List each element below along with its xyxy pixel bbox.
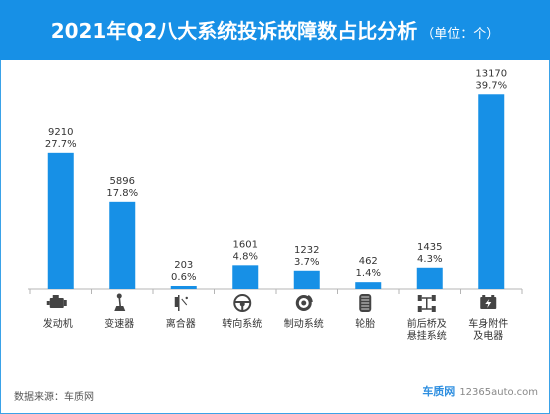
category-label: 制动系统 <box>284 317 324 330</box>
category-label: 发动机 <box>43 317 73 330</box>
category-label: 变速器 <box>104 317 134 330</box>
gear-shifter-icon <box>114 293 126 311</box>
value-label: 9210 <box>48 127 73 138</box>
data-source: 数据来源：车质网 <box>14 392 94 403</box>
value-label: 462 <box>359 256 378 267</box>
category-label: 车身附件 <box>468 317 508 330</box>
bar-1[interactable] <box>47 152 74 289</box>
value-label: 13170 <box>475 68 507 79</box>
percent-label: 1.4% <box>356 268 381 279</box>
brand-watermark: 车质网 12365auto.com <box>422 383 538 399</box>
percent-label: 39.7% <box>475 80 507 91</box>
percent-label: 0.6% <box>171 272 196 283</box>
brand-site: 12365auto.com <box>459 387 538 398</box>
bar-4[interactable] <box>232 265 259 289</box>
value-label: 5896 <box>110 176 135 187</box>
category-label: 转向系统 <box>222 317 262 330</box>
title-banner <box>0 0 550 60</box>
steering-wheel-icon <box>233 294 252 312</box>
unit-label: （单位：个） <box>421 27 500 42</box>
bar-5[interactable] <box>293 270 320 289</box>
clutch-pedal-icon <box>174 295 188 311</box>
bar-6[interactable] <box>355 282 382 289</box>
percent-label: 4.8% <box>233 251 258 262</box>
brand-name: 车质网 <box>422 385 456 398</box>
percent-label: 4.3% <box>417 254 442 265</box>
category-label: 离合器 <box>166 317 196 330</box>
chart-title-text: 2021年Q2八大系统投诉故障数占比分析 <box>50 19 418 43</box>
percent-label: 17.8% <box>106 188 138 199</box>
value-label: 1232 <box>294 245 319 256</box>
bar-3[interactable] <box>170 285 197 289</box>
brake-disc-icon <box>295 295 313 311</box>
battery-icon <box>480 295 497 309</box>
tire-icon <box>359 294 372 312</box>
bar-7[interactable] <box>416 267 443 289</box>
engine-icon <box>46 295 67 308</box>
category-label: 悬挂系统 <box>407 329 447 342</box>
category-label: 及电器 <box>473 329 503 342</box>
value-label: 1435 <box>417 242 442 253</box>
axle-icon <box>417 295 436 312</box>
category-label: 轮胎 <box>355 317 375 330</box>
percent-label: 3.7% <box>294 257 319 268</box>
category-label: 前后桥及 <box>407 317 447 330</box>
value-label: 1601 <box>233 239 258 250</box>
bar-2[interactable] <box>109 201 136 289</box>
bar-8[interactable] <box>478 94 505 289</box>
chart-title: 2021年Q2八大系统投诉故障数占比分析 （单位：个） <box>0 15 550 44</box>
percent-label: 27.7% <box>45 139 77 150</box>
value-label: 203 <box>174 260 193 271</box>
